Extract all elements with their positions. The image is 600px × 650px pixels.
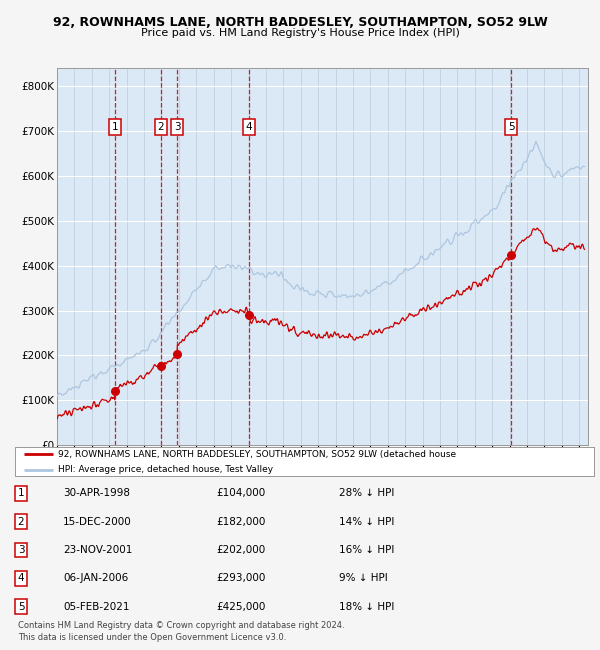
Text: HPI: Average price, detached house, Test Valley: HPI: Average price, detached house, Test… <box>58 465 274 474</box>
Text: 18% ↓ HPI: 18% ↓ HPI <box>339 602 394 612</box>
Text: 14% ↓ HPI: 14% ↓ HPI <box>339 517 394 526</box>
Text: 2: 2 <box>157 122 164 132</box>
Text: 3: 3 <box>17 545 25 555</box>
Text: 3: 3 <box>174 122 181 132</box>
Text: 15-DEC-2000: 15-DEC-2000 <box>63 517 132 526</box>
Text: 9% ↓ HPI: 9% ↓ HPI <box>339 573 388 583</box>
Text: 30-APR-1998: 30-APR-1998 <box>63 488 130 498</box>
Text: £293,000: £293,000 <box>216 573 265 583</box>
Text: 4: 4 <box>17 573 25 583</box>
Text: 1: 1 <box>17 488 25 498</box>
Text: 4: 4 <box>245 122 252 132</box>
Text: 5: 5 <box>17 602 25 612</box>
Text: 28% ↓ HPI: 28% ↓ HPI <box>339 488 394 498</box>
Text: 06-JAN-2006: 06-JAN-2006 <box>63 573 128 583</box>
Text: 05-FEB-2021: 05-FEB-2021 <box>63 602 130 612</box>
Text: This data is licensed under the Open Government Licence v3.0.: This data is licensed under the Open Gov… <box>18 633 286 642</box>
Text: 1: 1 <box>112 122 118 132</box>
Text: 16% ↓ HPI: 16% ↓ HPI <box>339 545 394 555</box>
Text: 5: 5 <box>508 122 515 132</box>
Text: £104,000: £104,000 <box>216 488 265 498</box>
Text: 23-NOV-2001: 23-NOV-2001 <box>63 545 133 555</box>
Text: 2: 2 <box>17 517 25 526</box>
Text: £182,000: £182,000 <box>216 517 265 526</box>
Text: £202,000: £202,000 <box>216 545 265 555</box>
Text: £425,000: £425,000 <box>216 602 265 612</box>
Text: Contains HM Land Registry data © Crown copyright and database right 2024.: Contains HM Land Registry data © Crown c… <box>18 621 344 630</box>
Text: Price paid vs. HM Land Registry's House Price Index (HPI): Price paid vs. HM Land Registry's House … <box>140 28 460 38</box>
Text: 92, ROWNHAMS LANE, NORTH BADDESLEY, SOUTHAMPTON, SO52 9LW: 92, ROWNHAMS LANE, NORTH BADDESLEY, SOUT… <box>53 16 547 29</box>
Text: 92, ROWNHAMS LANE, NORTH BADDESLEY, SOUTHAMPTON, SO52 9LW (detached house: 92, ROWNHAMS LANE, NORTH BADDESLEY, SOUT… <box>58 450 457 459</box>
